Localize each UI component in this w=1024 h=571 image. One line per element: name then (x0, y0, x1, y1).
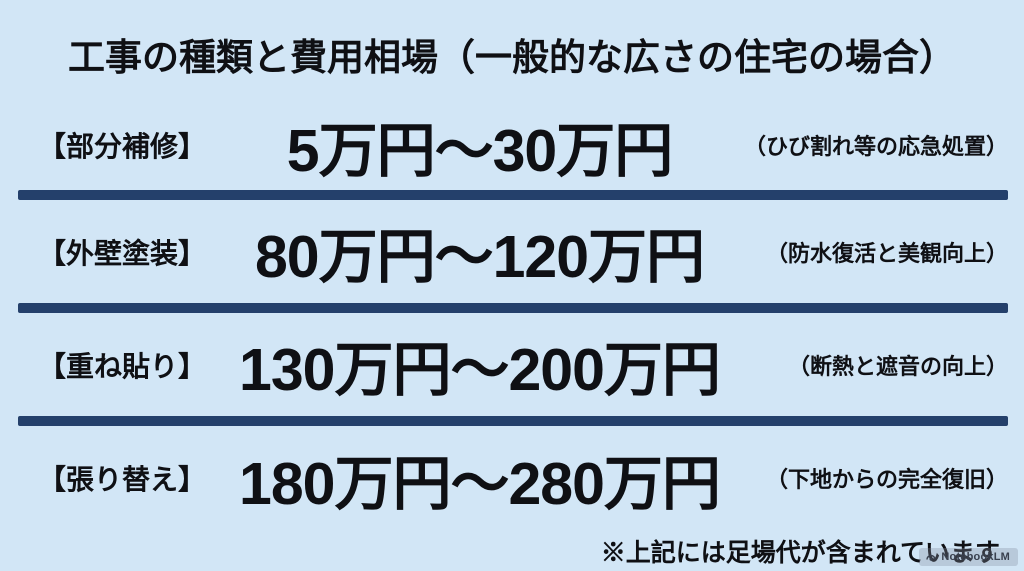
notebooklm-watermark: NotebookLM (919, 548, 1018, 566)
construction-type-label: 【張り替え】 (38, 464, 207, 495)
cost-row-exterior-painting: 【外壁塗装】 80万円〜120万円 （防水復活と美観向上） (0, 200, 1024, 303)
watermark-label: NotebookLM (941, 551, 1010, 563)
cost-row-overlay: 【重ね貼り】 130万円〜200万円 （断熱と遮音の向上） (0, 313, 1024, 416)
price-note: （防水復活と美観向上） (765, 240, 1008, 266)
construction-type-label: 【外壁塗装】 (38, 237, 207, 269)
price-range: 80万円〜120万円 (254, 224, 705, 290)
price-note: （断熱と遮音の向上） (787, 353, 1008, 379)
price-range: 5万円〜30万円 (286, 117, 673, 184)
notebooklm-logo-icon (925, 551, 937, 563)
divider (18, 303, 1008, 313)
construction-type-label: 【部分補修】 (38, 131, 207, 162)
price-note: （下地からの完全復旧） (765, 467, 1008, 492)
cost-row-replacement: 【張り替え】 180万円〜280万円 （下地からの完全復旧） (0, 426, 1024, 530)
construction-type-label: 【重ね貼り】 (38, 350, 207, 382)
footnote: ※上記には足場代が含まれています (600, 538, 1000, 567)
cost-row-partial-repair: 【部分補修】 5万円〜30万円 （ひび割れ等の応急処置） (0, 100, 1024, 190)
price-note: （ひび割れ等の応急処置） (744, 134, 1009, 159)
divider (18, 190, 1008, 200)
price-range: 180万円〜280万円 (239, 450, 721, 517)
page-title: 工事の種類と費用相場（一般的な広さの住宅の場合） (68, 37, 956, 78)
divider (18, 416, 1008, 426)
price-range: 130万円〜200万円 (239, 337, 721, 403)
